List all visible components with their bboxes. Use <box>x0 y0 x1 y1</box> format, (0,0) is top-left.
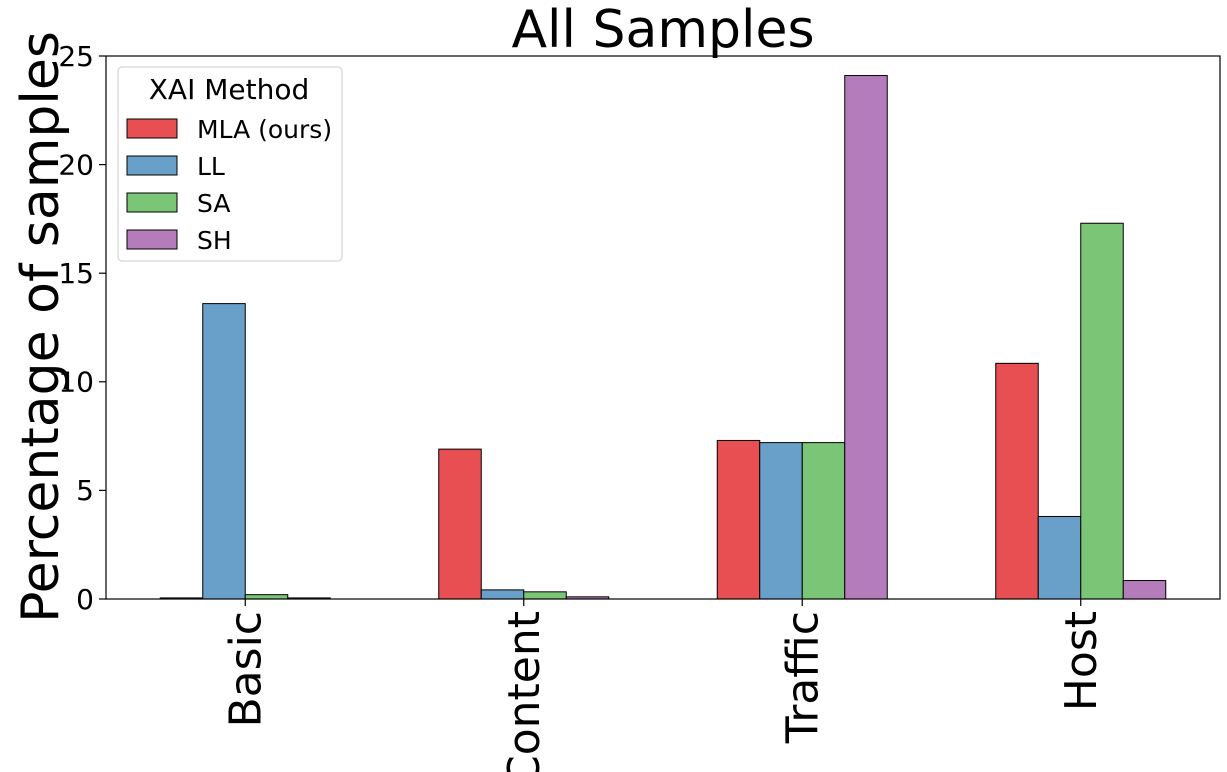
y-tick-label: 5 <box>76 474 94 507</box>
y-axis-ticks: 0 5 10 15 20 25 <box>58 40 106 616</box>
y-tick-label: 0 <box>76 583 94 616</box>
legend-items: MLA (ours) LL SA SH <box>126 115 332 255</box>
bar-mla-ours-host <box>995 362 1039 600</box>
legend-swatch <box>126 229 178 250</box>
bar-mla-ours-content <box>438 448 482 600</box>
x-tick-label-host: Host <box>1056 611 1107 711</box>
legend-label: SH <box>197 226 232 255</box>
x-tick-label-basic: Basic <box>221 611 272 728</box>
bar-ll-host <box>1037 515 1082 600</box>
bar-sa-traffic <box>801 442 846 600</box>
bar-sa-host <box>1080 222 1124 600</box>
bar-sh-host <box>1122 580 1167 600</box>
bar-sh-traffic <box>844 75 888 600</box>
plot-frame <box>105 55 1221 600</box>
y-tick-label: 25 <box>58 40 94 73</box>
legend-swatch <box>126 155 178 176</box>
legend-swatch <box>126 192 178 213</box>
y-tick-label: 10 <box>58 366 94 399</box>
legend-label: MLA (ours) <box>197 115 332 144</box>
x-tick-label-traffic: Traffic <box>778 611 829 744</box>
legend-label: SA <box>197 189 230 218</box>
chart-title: All Samples <box>511 0 814 60</box>
y-tick-label: 15 <box>58 257 94 290</box>
bar-sa-content <box>523 591 567 600</box>
legend-title: XAI Method <box>149 73 310 106</box>
legend: XAI Method MLA (ours) LL SA SH <box>117 66 343 262</box>
bar-mla-ours-traffic <box>716 439 761 600</box>
bar-ll-content <box>480 589 525 600</box>
x-axis-ticks: Basic Content Traffic Host <box>221 599 1107 772</box>
bar-sa-basic <box>244 594 289 600</box>
legend-swatch <box>126 118 178 139</box>
bar-ll-traffic <box>759 442 803 600</box>
y-tick-label: 20 <box>58 148 94 181</box>
bar-ll-basic <box>202 303 246 600</box>
legend-label: LL <box>197 152 225 181</box>
x-tick-label-content: Content <box>499 611 550 772</box>
y-axis-label: Percentage of samples <box>11 31 71 623</box>
